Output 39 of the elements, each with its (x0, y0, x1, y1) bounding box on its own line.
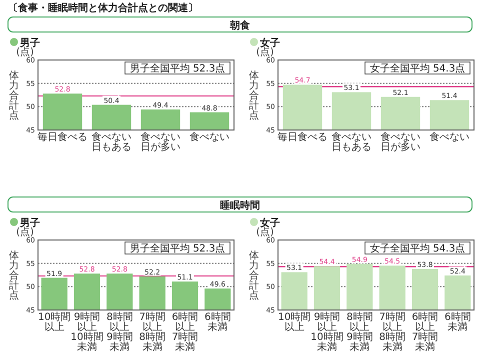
x-tick-label: 6時間未満 (204, 311, 231, 333)
x-tick-label: 毎日食べる (278, 131, 328, 143)
x-tick-label: 食べない (190, 131, 230, 143)
x-tick-label: 7時間以上8時間未満 (379, 311, 406, 353)
chart-title: 女子 (259, 37, 280, 49)
y-axis-title: 体力合計点 (249, 250, 259, 302)
ref-line-label: 男子全国平均 52.3点 (130, 62, 226, 74)
x-tick-label: 食べない (430, 131, 470, 143)
x-tick-label: 毎日食べる (38, 131, 88, 143)
x-tick-label: 6時間以上7時間未満 (172, 311, 198, 353)
x-tick-label: 8時間以上9時間未満 (346, 311, 373, 353)
text: (点) (256, 46, 274, 58)
text: 〔食事・睡眠時間と体力合計点との関連〕 (8, 2, 198, 14)
x-tick-label: 食べない日が多い (140, 131, 180, 153)
x-tick-label: 10時間以上 (278, 311, 311, 333)
ref-line-label: 男子全国平均 52.3点 (130, 242, 226, 254)
x-tick-label: 6時間未満 (444, 311, 471, 333)
x-tick-label: 7時間以上8時間未満 (139, 311, 166, 353)
ref-line-label: 女子全国平均 54.3点 (370, 62, 466, 74)
x-tick-label: 8時間以上9時間未満 (106, 311, 133, 353)
chart-subtitle: 朝食 (229, 20, 250, 32)
x-tick-label: 9時間以上10時間未満 (70, 311, 104, 353)
x-tick-label: 食べない日もある (332, 131, 372, 153)
x-tick-label: 食べない日もある (92, 131, 132, 153)
text: (点) (256, 226, 274, 238)
x-tick-label: 9時間以上10時間未満 (310, 311, 344, 353)
chart-subtitle: 睡眠時間 (220, 200, 260, 212)
chart-title: 男子 (19, 217, 40, 229)
x-tick-label: 10時間以上 (38, 311, 71, 333)
chart-title: 男子 (19, 37, 40, 49)
x-tick-label: 食べない日が多い (380, 131, 420, 153)
y-axis-title: 体力合計点 (249, 70, 259, 122)
ref-line-label: 女子全国平均 54.3点 (370, 242, 466, 254)
y-axis-title: 体力合計点 (9, 70, 19, 122)
text: (点) (16, 46, 34, 58)
chart-title: 女子 (259, 217, 280, 229)
x-tick-label: 6時間以上7時間未満 (412, 311, 438, 353)
y-axis-title: 体力合計点 (9, 250, 19, 302)
text: (点) (16, 226, 34, 238)
